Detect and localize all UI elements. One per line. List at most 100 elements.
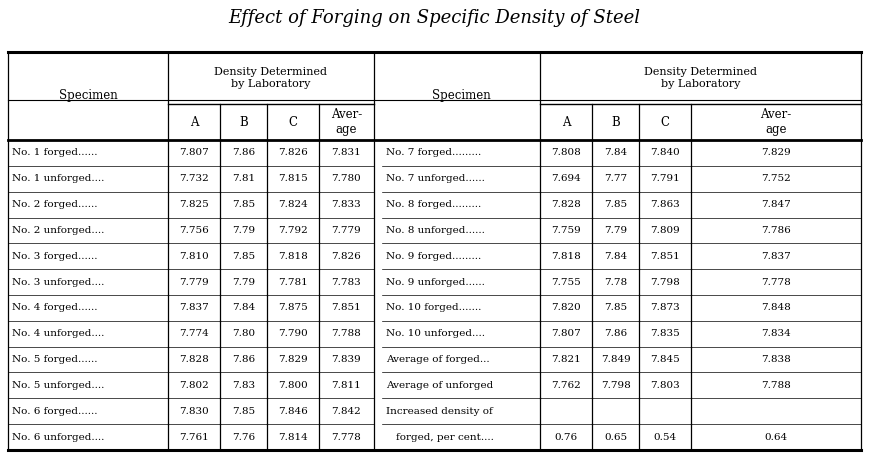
Text: 7.85: 7.85 bbox=[232, 407, 255, 416]
Text: C: C bbox=[289, 116, 297, 128]
Text: 7.778: 7.778 bbox=[761, 277, 791, 287]
Text: 7.774: 7.774 bbox=[179, 329, 209, 338]
Text: 7.837: 7.837 bbox=[761, 252, 791, 261]
Text: 7.85: 7.85 bbox=[604, 200, 627, 209]
Text: 7.84: 7.84 bbox=[604, 252, 627, 261]
Text: No. 5 forged......: No. 5 forged...... bbox=[12, 355, 97, 364]
Text: Aver-
age: Aver- age bbox=[331, 108, 362, 136]
Text: A: A bbox=[189, 116, 198, 128]
Text: 7.803: 7.803 bbox=[650, 381, 680, 390]
Text: No. 1 forged......: No. 1 forged...... bbox=[12, 149, 97, 157]
Text: 7.849: 7.849 bbox=[600, 355, 630, 364]
Text: 7.833: 7.833 bbox=[332, 200, 362, 209]
Text: Density Determined
by Laboratory: Density Determined by Laboratory bbox=[215, 67, 328, 89]
Text: 7.786: 7.786 bbox=[761, 226, 791, 235]
Text: Specimen: Specimen bbox=[432, 90, 490, 102]
Text: 7.828: 7.828 bbox=[551, 200, 580, 209]
Text: B: B bbox=[239, 116, 248, 128]
Text: 7.759: 7.759 bbox=[551, 226, 580, 235]
Text: 7.834: 7.834 bbox=[761, 329, 791, 338]
Text: 7.762: 7.762 bbox=[551, 381, 580, 390]
Text: 7.732: 7.732 bbox=[179, 174, 209, 183]
Text: Density Determined
by Laboratory: Density Determined by Laboratory bbox=[644, 67, 757, 89]
Text: 7.756: 7.756 bbox=[179, 226, 209, 235]
Text: 7.761: 7.761 bbox=[179, 433, 209, 441]
Text: 7.85: 7.85 bbox=[232, 200, 255, 209]
Text: A: A bbox=[561, 116, 570, 128]
Text: Increased density of: Increased density of bbox=[386, 407, 493, 416]
Text: No. 10 forged.......: No. 10 forged....... bbox=[386, 303, 481, 313]
Text: 7.825: 7.825 bbox=[179, 200, 209, 209]
Text: 7.798: 7.798 bbox=[650, 277, 680, 287]
Text: No. 4 forged......: No. 4 forged...... bbox=[12, 303, 97, 313]
Text: 7.839: 7.839 bbox=[332, 355, 362, 364]
Text: 7.818: 7.818 bbox=[551, 252, 580, 261]
Text: 7.76: 7.76 bbox=[232, 433, 255, 441]
Text: No. 8 forged.........: No. 8 forged......... bbox=[386, 200, 481, 209]
Text: 7.851: 7.851 bbox=[332, 303, 362, 313]
Text: 7.778: 7.778 bbox=[332, 433, 362, 441]
Text: 7.85: 7.85 bbox=[232, 252, 255, 261]
Text: 0.65: 0.65 bbox=[604, 433, 627, 441]
Text: 0.64: 0.64 bbox=[765, 433, 787, 441]
Text: Specimen: Specimen bbox=[58, 90, 117, 102]
Text: 0.76: 0.76 bbox=[554, 433, 578, 441]
Text: 7.826: 7.826 bbox=[278, 149, 308, 157]
Text: 7.752: 7.752 bbox=[761, 174, 791, 183]
Text: 7.821: 7.821 bbox=[551, 355, 580, 364]
Text: 7.851: 7.851 bbox=[650, 252, 680, 261]
Text: 7.826: 7.826 bbox=[332, 252, 362, 261]
Text: No. 3 unforged....: No. 3 unforged.... bbox=[12, 277, 104, 287]
Text: 7.85: 7.85 bbox=[604, 303, 627, 313]
Text: 7.848: 7.848 bbox=[761, 303, 791, 313]
Text: Average of forged...: Average of forged... bbox=[386, 355, 489, 364]
Text: 7.783: 7.783 bbox=[332, 277, 362, 287]
Text: 7.873: 7.873 bbox=[650, 303, 680, 313]
Text: No. 6 forged......: No. 6 forged...... bbox=[12, 407, 97, 416]
Text: 7.84: 7.84 bbox=[232, 303, 255, 313]
Text: 7.788: 7.788 bbox=[761, 381, 791, 390]
Text: 7.846: 7.846 bbox=[278, 407, 308, 416]
Text: 7.798: 7.798 bbox=[600, 381, 630, 390]
Text: 7.78: 7.78 bbox=[604, 277, 627, 287]
Text: No. 4 unforged....: No. 4 unforged.... bbox=[12, 329, 104, 338]
Text: 7.863: 7.863 bbox=[650, 200, 680, 209]
Text: No. 2 forged......: No. 2 forged...... bbox=[12, 200, 97, 209]
Text: 7.847: 7.847 bbox=[761, 200, 791, 209]
Text: B: B bbox=[611, 116, 620, 128]
Text: No. 7 unforged......: No. 7 unforged...... bbox=[386, 174, 485, 183]
Text: forged, per cent....: forged, per cent.... bbox=[396, 433, 494, 441]
Text: 7.86: 7.86 bbox=[232, 149, 255, 157]
Text: 7.815: 7.815 bbox=[278, 174, 308, 183]
Text: 7.828: 7.828 bbox=[179, 355, 209, 364]
Text: No. 2 unforged....: No. 2 unforged.... bbox=[12, 226, 104, 235]
Text: 7.83: 7.83 bbox=[232, 381, 255, 390]
Text: 0.54: 0.54 bbox=[653, 433, 677, 441]
Text: 7.831: 7.831 bbox=[332, 149, 362, 157]
Text: C: C bbox=[660, 116, 669, 128]
Text: 7.792: 7.792 bbox=[278, 226, 308, 235]
Text: 7.80: 7.80 bbox=[232, 329, 255, 338]
Text: No. 1 unforged....: No. 1 unforged.... bbox=[12, 174, 104, 183]
Text: 7.818: 7.818 bbox=[278, 252, 308, 261]
Text: 7.84: 7.84 bbox=[604, 149, 627, 157]
Text: 7.802: 7.802 bbox=[179, 381, 209, 390]
Text: 7.808: 7.808 bbox=[551, 149, 580, 157]
Text: 7.807: 7.807 bbox=[551, 329, 580, 338]
Text: 7.81: 7.81 bbox=[232, 174, 255, 183]
Text: 7.837: 7.837 bbox=[179, 303, 209, 313]
Text: 7.842: 7.842 bbox=[332, 407, 362, 416]
Text: 7.755: 7.755 bbox=[551, 277, 580, 287]
Text: 7.79: 7.79 bbox=[604, 226, 627, 235]
Text: 7.809: 7.809 bbox=[650, 226, 680, 235]
Text: 7.791: 7.791 bbox=[650, 174, 680, 183]
Text: 7.824: 7.824 bbox=[278, 200, 308, 209]
Text: 7.86: 7.86 bbox=[232, 355, 255, 364]
Text: Effect of Forging on Specific Density of Steel: Effect of Forging on Specific Density of… bbox=[228, 9, 640, 27]
Text: 7.790: 7.790 bbox=[278, 329, 308, 338]
Text: 7.780: 7.780 bbox=[332, 174, 362, 183]
Text: No. 9 forged.........: No. 9 forged......... bbox=[386, 252, 481, 261]
Text: 7.829: 7.829 bbox=[278, 355, 308, 364]
Text: No. 7 forged.........: No. 7 forged......... bbox=[386, 149, 481, 157]
Text: 7.820: 7.820 bbox=[551, 303, 580, 313]
